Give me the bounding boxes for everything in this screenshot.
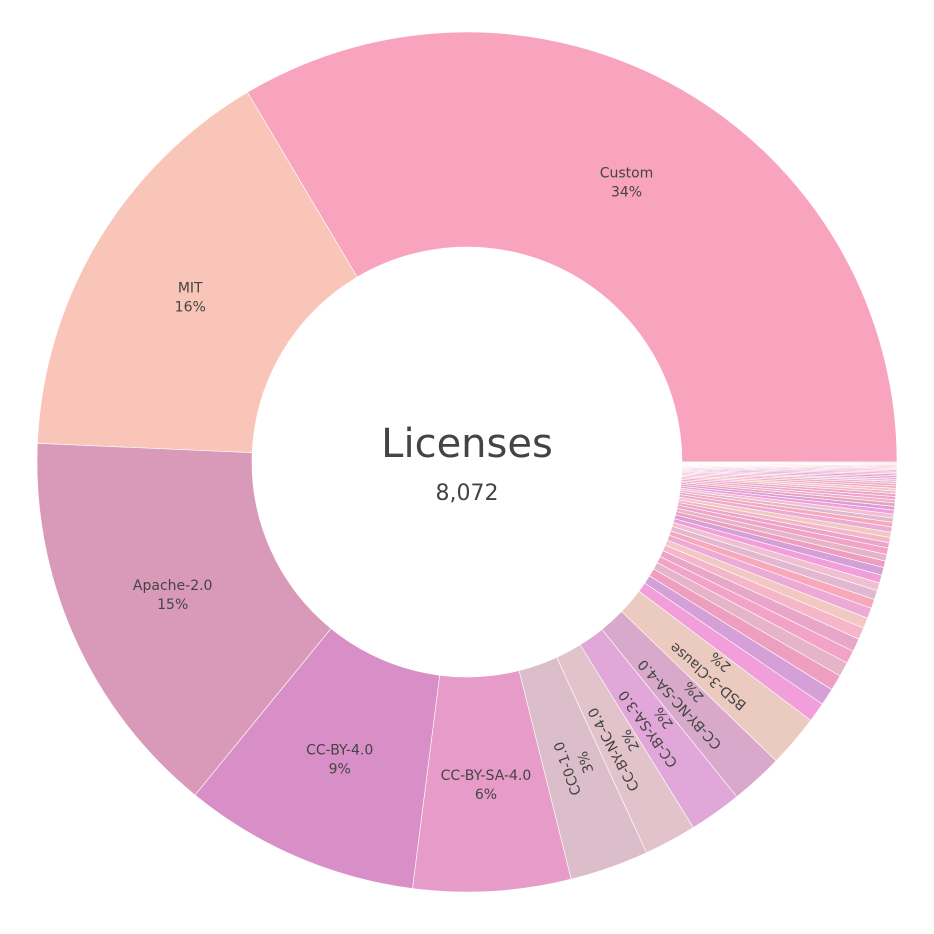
slice-label-mit: MIT 16% bbox=[175, 280, 206, 315]
slice-custom bbox=[246, 31, 898, 463]
slice-percent: 16% bbox=[175, 299, 206, 315]
slice-label-cc-by-sa-4-0: CC-BY-SA-4.0 6% bbox=[441, 768, 532, 803]
slice-percent: 34% bbox=[611, 185, 642, 201]
slice-label-apache-2-0: Apache-2.0 15% bbox=[133, 578, 213, 613]
slice-name: CC-BY-SA-4.0 bbox=[441, 768, 532, 784]
slice-label-custom: Custom 34% bbox=[600, 166, 654, 201]
slice-percent: 15% bbox=[157, 597, 188, 613]
donut-slices bbox=[36, 31, 898, 893]
slice-percent: 6% bbox=[475, 787, 497, 803]
slice-name: MIT bbox=[178, 280, 203, 296]
slice-percent: 9% bbox=[329, 761, 351, 777]
slice-name: Apache-2.0 bbox=[133, 578, 213, 594]
slice-apache-2-0 bbox=[36, 443, 332, 796]
slice-label-cc-by-4-0: CC-BY-4.0 9% bbox=[306, 742, 373, 777]
slice-name: Custom bbox=[600, 166, 654, 182]
slice-other-49 bbox=[681, 461, 898, 464]
slice-name: CC-BY-4.0 bbox=[306, 742, 373, 758]
slice-labels: Custom 34%MIT 16%Apache-2.0 15%CC-BY-4.0 9% C… bbox=[133, 166, 750, 803]
center-total: 8,072 bbox=[436, 481, 499, 506]
center-title: Licenses bbox=[381, 421, 553, 467]
slice-percent: 3% bbox=[575, 749, 597, 775]
slice-mit bbox=[37, 91, 358, 453]
